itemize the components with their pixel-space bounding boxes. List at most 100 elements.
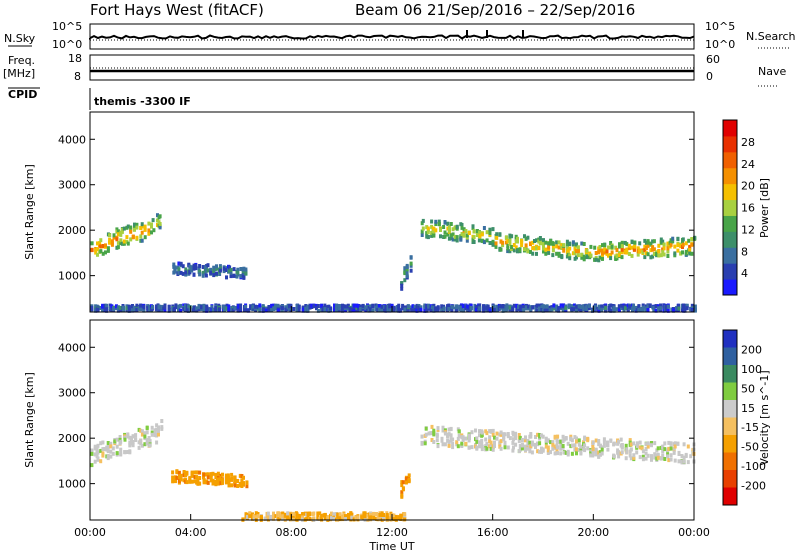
velocity-echo-pixel xyxy=(134,433,138,438)
velocity-colorbar-swatch xyxy=(723,470,737,488)
velocity-echo-pixel xyxy=(230,483,234,488)
power-echo-pixel xyxy=(201,265,205,269)
velocity-panel: 1000 2000 3000 4000 00:00 04:00 08:00 12:00 16:… xyxy=(23,319,710,553)
velocity-echo-pixel xyxy=(526,446,530,451)
velocity-echo-pixel xyxy=(277,511,281,516)
power-echo-pixel xyxy=(515,308,519,313)
velocity-echo-pixel xyxy=(491,432,495,437)
power-echo-pixel xyxy=(119,238,123,243)
power-echo-pixel xyxy=(212,273,216,278)
power-echo-pixel xyxy=(94,304,98,309)
power-colorbar-tick-label: 4 xyxy=(741,267,748,280)
power-echo-pixel xyxy=(597,308,601,313)
velocity-echo-pixel xyxy=(254,513,258,518)
power-echo-pixel xyxy=(135,222,139,227)
power-echo-pixel xyxy=(403,271,407,276)
power-echo-pixel xyxy=(215,271,218,276)
power-echo-pixel xyxy=(676,248,680,253)
velocity-echo-pixel xyxy=(230,472,234,477)
power-echo-pixel xyxy=(140,230,144,235)
velocity-echo-pixel xyxy=(227,479,231,484)
power-echo-pixel xyxy=(472,235,476,240)
power-echo-pixel xyxy=(439,234,442,239)
velocity-echo-pixel xyxy=(485,446,489,451)
velocity-echo-pixel xyxy=(673,441,677,446)
velocity-echo-pixel xyxy=(650,457,653,462)
velocity-echo-pixel xyxy=(540,449,543,454)
freq-tick-bottom: 8 xyxy=(74,70,81,83)
velocity-echo-pixel xyxy=(629,442,633,447)
velocity-echo-pixel xyxy=(226,473,230,478)
velocity-echo-pixel xyxy=(214,479,218,484)
power-echo-pixel xyxy=(104,250,107,255)
nsky-tick-bottom: 10^0 xyxy=(52,38,82,51)
power-echo-pixel xyxy=(573,247,577,251)
power-echo-pixel xyxy=(335,303,339,308)
velocity-echo-pixel xyxy=(281,514,285,519)
power-echo-pixel xyxy=(341,307,345,312)
power-echo-pixel xyxy=(249,304,253,309)
power-echo-pixel xyxy=(582,304,586,309)
velocity-echo-pixel xyxy=(489,440,493,445)
velocity-colorbar-frame xyxy=(722,329,738,506)
power-colorbar-swatch xyxy=(723,199,737,216)
power-echo-pixel xyxy=(449,236,453,241)
velocity-echo-pixel xyxy=(196,470,200,475)
power-echo-pixel xyxy=(99,249,103,254)
power-echo-pixel xyxy=(544,251,548,256)
power-echo-pixel xyxy=(316,308,320,313)
power-echo-pixel xyxy=(198,272,202,277)
velocity-echo-pixel xyxy=(93,452,97,457)
velocity-echo-pixel xyxy=(447,440,451,444)
power-echo-pixel xyxy=(514,245,518,250)
velocity-echo-pixel xyxy=(96,443,100,448)
power-echo-pixel xyxy=(447,307,451,311)
power-echo-pixel xyxy=(568,253,572,258)
velocity-echo-pixel xyxy=(600,447,604,452)
y-tick-label: 4000 xyxy=(58,133,86,146)
velocity-echo-pixel xyxy=(624,456,628,461)
velocity-echo-pixel xyxy=(538,449,542,454)
velocity-echo-pixel xyxy=(655,448,659,453)
velocity-echo-pixel xyxy=(549,450,552,455)
velocity-echo-pixel xyxy=(591,452,595,457)
velocity-echo-pixel xyxy=(617,439,621,444)
velocity-echo-pixel xyxy=(534,442,537,447)
velocity-echo-pixel xyxy=(329,513,332,518)
power-echo-pixel xyxy=(666,246,670,251)
power-echo-pixel xyxy=(542,246,545,251)
power-colorbar-swatch xyxy=(723,263,737,280)
velocity-echo-pixel xyxy=(193,475,197,480)
power-echo-pixel xyxy=(662,242,666,247)
power-echo-pixel xyxy=(284,307,288,312)
power-echo-pixel xyxy=(179,261,183,266)
power-echo-pixel xyxy=(125,306,129,311)
velocity-echo-pixel xyxy=(534,435,537,439)
power-echo-pixel xyxy=(202,307,206,312)
power-echo-pixel xyxy=(612,305,616,310)
velocity-echo-pixel xyxy=(184,477,188,482)
power-colorbar-swatch xyxy=(723,279,737,296)
power-echo-pixel xyxy=(420,233,424,237)
power-echo-pixel xyxy=(455,224,459,229)
power-echo-pixel xyxy=(272,303,276,308)
power-echo-pixel xyxy=(204,268,208,273)
power-echo-pixel xyxy=(620,255,624,260)
power-echo-pixel xyxy=(126,241,130,246)
power-echo-pixel xyxy=(537,237,541,242)
power-echo-pixel xyxy=(568,246,572,251)
power-echo-pixel xyxy=(555,240,559,245)
power-echo-pixel xyxy=(337,308,341,313)
velocity-echo-pixel xyxy=(493,440,496,445)
power-echo-pixel xyxy=(492,308,496,312)
power-echo-pixel xyxy=(666,241,670,246)
velocity-echo-pixel xyxy=(93,444,97,449)
power-echo-pixel xyxy=(609,256,613,261)
power-echo-pixel xyxy=(669,242,673,247)
power-echo-pixel xyxy=(620,244,624,249)
velocity-echo-pixel xyxy=(684,452,688,457)
velocity-echo-pixel xyxy=(512,432,515,437)
velocity-echo-pixel xyxy=(308,516,312,521)
power-echo-pixel xyxy=(415,308,419,313)
power-echo-pixel xyxy=(627,246,631,251)
